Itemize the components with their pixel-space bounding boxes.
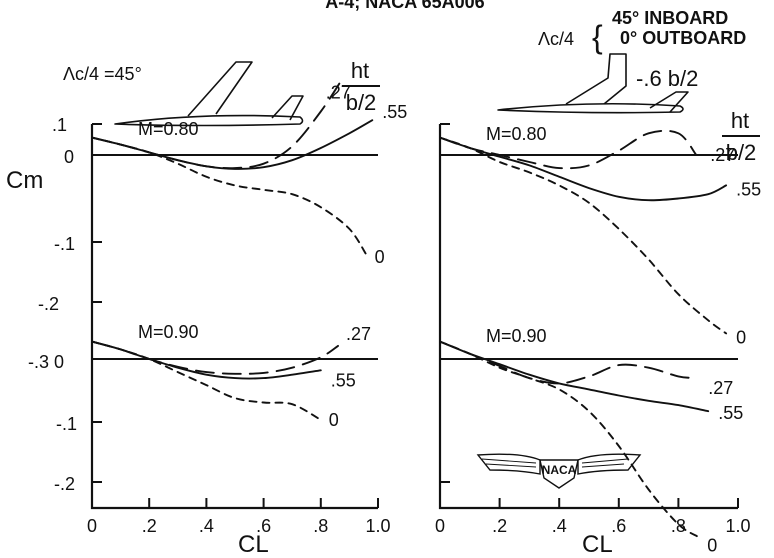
right-x-tick-label: .2 [492,516,507,536]
right-m090-series-label-p55: .55 [718,403,743,423]
svg-text:ht: ht [731,108,749,133]
right-m080-series-label-0: 0 [736,327,746,347]
x-axis-label-right: CL [582,531,613,558]
left-m080-curve-ht-p55 [91,119,374,170]
right-axes [438,123,739,510]
right-x-tick-label: 0 [435,516,445,536]
right-axis-frame [438,124,738,510]
x-axis-label-left: CL [238,531,269,558]
right-sweep-line1: 45° INBOARD [612,8,728,28]
right-mach-label-m080: M=0.80 [486,124,547,144]
y-tick-0.1: .1 [52,115,67,135]
right-sweep-line2: 0° OUTBOARD [620,28,746,48]
right-m090-series-label-p27: .27 [708,378,733,398]
figure-title: A-4; NACA 65A006 [325,0,484,12]
right-m080-series-label-p27: .27 [710,145,735,165]
left-axes [90,123,379,510]
right-m080-curve-ht-p27 [439,129,698,170]
naca-logo: NACA [476,453,642,489]
left-x-tick-label: 1.0 [365,516,390,536]
left-x-tick-label: .8 [313,516,328,536]
left-m090-series-label-p55: .55 [331,370,356,390]
left-m080-series-label-p55: .55 [382,102,407,122]
svg-text:b/2: b/2 [346,90,377,115]
y-tick-lower-minus-0.1: -.1 [56,414,77,434]
right-tail-note: -.6 b/2 [636,66,698,91]
y-axis-label: Cm [6,167,43,194]
y-tick-0: 0 [64,147,74,167]
right-mach-label-m090: M=0.90 [486,326,547,346]
x-ticks-right: 0.2.4.6.8 1.0 [435,516,751,536]
left-m090-curve-ht-p55 [91,340,322,380]
svg-text:b/2: b/2 [726,140,757,165]
right-x-tick-label: .4 [552,516,567,536]
right-sweep-brace: { [592,19,603,55]
right-x-tick-label: .6 [611,516,626,536]
left-ht-ratio: ht b/2 [342,58,380,115]
right-m080-curve-ht-p55 [439,136,728,202]
left-x-tick-label: .4 [199,516,214,536]
right-m090-curve-ht-p27 [439,340,698,385]
left-m080-curve-ht-0 [91,136,368,257]
left-m090-series-label-p27: .27 [346,324,371,344]
left-m090-curve-ht-0 [91,340,322,421]
right-ht-ratio: ht b/2 [722,108,760,165]
left-mach-label-m090: M=0.90 [138,322,199,342]
svg-text:ht: ht [351,58,369,83]
y-tick-minus-0.1: -.1 [54,234,75,254]
left-planform-sketch [114,61,304,127]
svg-text:NACA: NACA [542,463,577,477]
right-m090-curve-ht-p55 [439,340,710,413]
curves: M=0.800.27.55M=0.900.27.55M=0.800.27.55M… [91,75,761,555]
left-m080-series-label-p27: .27 [326,83,351,103]
right-planform-sketch [497,53,689,114]
left-m080-series-label-0: 0 [375,247,385,267]
left-x-tick-label: .2 [142,516,157,536]
right-m080-curve-ht-0 [439,136,728,335]
right-x-tick-label: 1.0 [725,516,750,536]
left-m090-series-label-0: 0 [329,410,339,430]
left-sweep-label: Λc/4 =45° [63,64,142,84]
left-m090-curve-ht-p27 [91,340,339,375]
right-m090-series-label-0: 0 [707,535,717,555]
left-x-tick-label: .6 [256,516,271,536]
left-axis-frame [90,124,378,510]
right-sweep-symbol: Λc/4 [538,29,574,49]
right-m080-series-label-p55: .55 [736,179,761,199]
x-ticks-left: 0 .2 .4 .6 .8 1.0 [87,516,391,536]
y-tick-minus-0.2: -.2 [38,294,59,314]
y-tick-lower-minus-0.2: -.2 [54,474,75,494]
left-mach-label-m080: M=0.80 [138,119,199,139]
left-x-tick-label: 0 [87,516,97,536]
y-tick-shared: -.3 0 [28,352,64,372]
right-m090-curve-ht-0 [439,340,701,539]
